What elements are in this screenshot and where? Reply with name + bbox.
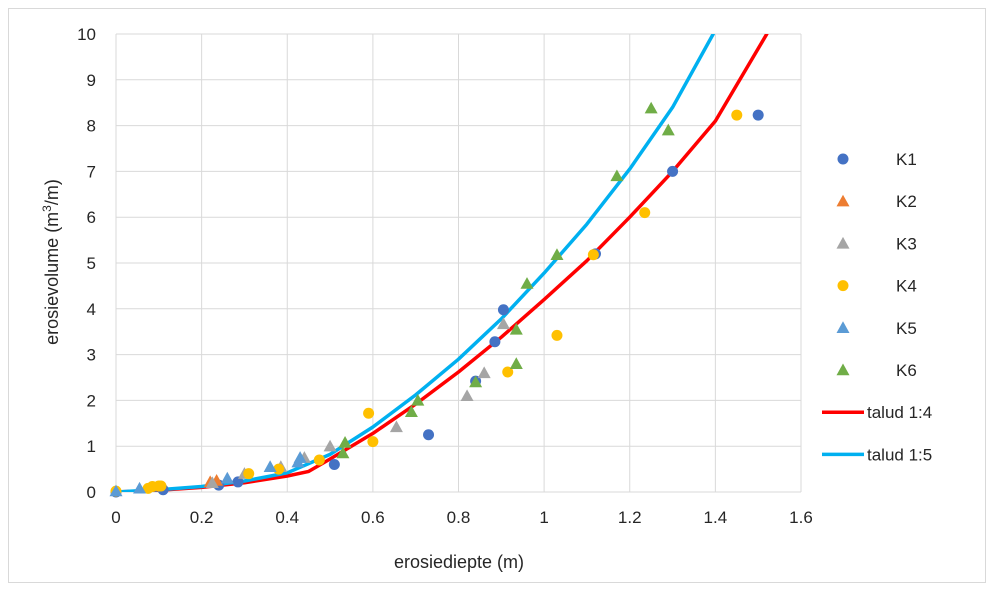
legend-marker-k4	[837, 280, 849, 292]
legend-label-k4: K4	[896, 277, 917, 296]
y-axis-title-suffix: /m)	[42, 179, 62, 205]
data-point-k4	[367, 436, 379, 448]
legend-label-k2: K2	[896, 192, 917, 211]
data-point-k5	[133, 481, 147, 494]
data-point-k1	[667, 165, 679, 177]
data-point-k6	[644, 101, 658, 114]
data-point-k5	[293, 451, 307, 463]
y-tick-label: 2	[87, 391, 96, 410]
x-tick-labels: 0 0.2 0.4 0.6 0.8 1 1.2 1.4 1.6	[111, 508, 813, 527]
x-tick-label: 1	[539, 508, 548, 527]
data-point-k6	[509, 322, 523, 335]
data-point-k1	[497, 304, 509, 316]
data-point-k4	[243, 468, 255, 480]
data-point-k4	[731, 109, 743, 121]
y-axis-title-main: erosievolume (m	[42, 212, 62, 345]
x-tick-label: 1.6	[789, 508, 813, 527]
data-point-k4	[587, 249, 599, 261]
data-point-k6	[338, 436, 352, 448]
legend-marker-k2	[836, 194, 850, 207]
data-point-k4	[313, 454, 325, 466]
data-point-k3	[477, 366, 491, 379]
x-tick-label: 0.8	[447, 508, 471, 527]
x-tick-label: 0.6	[361, 508, 385, 527]
data-point-k6	[469, 375, 483, 388]
data-point-k6	[404, 405, 418, 418]
data-point-k4	[502, 366, 514, 378]
y-tick-label: 0	[87, 483, 96, 502]
x-tick-label: 0.2	[190, 508, 214, 527]
data-point-k1	[752, 109, 764, 121]
data-point-k3	[323, 439, 337, 452]
data-point-k3	[460, 389, 474, 402]
data-point-k1	[489, 336, 501, 348]
legend-marker-k6	[836, 363, 850, 376]
data-point-k6	[509, 357, 523, 369]
data-point-k5	[263, 460, 277, 473]
y-axis-title: erosievolume (m3/m)	[40, 179, 62, 345]
data-point-k5	[220, 471, 234, 484]
data-point-k4	[155, 480, 167, 492]
data-point-k6	[661, 123, 675, 136]
legend-label-k6: K6	[896, 361, 917, 380]
data-point-k4	[363, 407, 375, 419]
y-tick-label: 3	[87, 346, 96, 365]
data-point-k3	[389, 420, 403, 433]
data-point-k5	[109, 484, 123, 497]
data-point-k4	[639, 207, 651, 219]
data-point-k3	[496, 317, 510, 330]
y-tick-labels: 0 1 2 3 4 5 6 7 8 9 10	[77, 25, 96, 502]
legend: K1 K2 K3 K4 K5 K6 talud 1:4 talud 1:5	[822, 150, 932, 464]
legend-marker-k1	[837, 153, 849, 165]
data-point-k6	[520, 277, 534, 289]
data-point-k6	[610, 169, 624, 182]
y-tick-label: 4	[87, 300, 96, 319]
y-tick-label: 5	[87, 254, 96, 273]
x-tick-label: 1.4	[704, 508, 728, 527]
data-point-k1	[328, 459, 340, 471]
x-tick-label: 1.2	[618, 508, 642, 527]
data-point-k6	[411, 393, 425, 406]
data-point-k1	[423, 429, 435, 441]
data-point-k6	[550, 248, 564, 260]
y-tick-label: 7	[87, 162, 96, 181]
data-point-k3	[205, 476, 219, 489]
y-tick-label: 10	[77, 25, 96, 44]
y-tick-label: 9	[87, 71, 96, 90]
legend-marker-k3	[836, 236, 850, 249]
legend-label-k3: K3	[896, 234, 917, 253]
data-point-k1	[232, 476, 244, 488]
x-axis-title: erosiediepte (m)	[394, 552, 524, 572]
y-tick-label: 6	[87, 208, 96, 227]
data-points	[109, 101, 764, 498]
legend-label-talud-1-5: talud 1:5	[867, 445, 932, 464]
y-tick-label: 8	[87, 117, 96, 136]
grid-lines	[115, 33, 802, 493]
y-tick-label: 1	[87, 437, 96, 456]
x-tick-label: 0.4	[275, 508, 299, 527]
legend-label-k5: K5	[896, 319, 917, 338]
x-tick-label: 0	[111, 508, 120, 527]
legend-label-talud-1-4: talud 1:4	[867, 403, 932, 422]
y-axis-title-superscript: 3	[40, 205, 54, 212]
legend-marker-k5	[836, 321, 850, 333]
legend-label-k1: K1	[896, 150, 917, 169]
data-point-k4	[551, 329, 563, 341]
data-point-k6	[336, 446, 350, 459]
